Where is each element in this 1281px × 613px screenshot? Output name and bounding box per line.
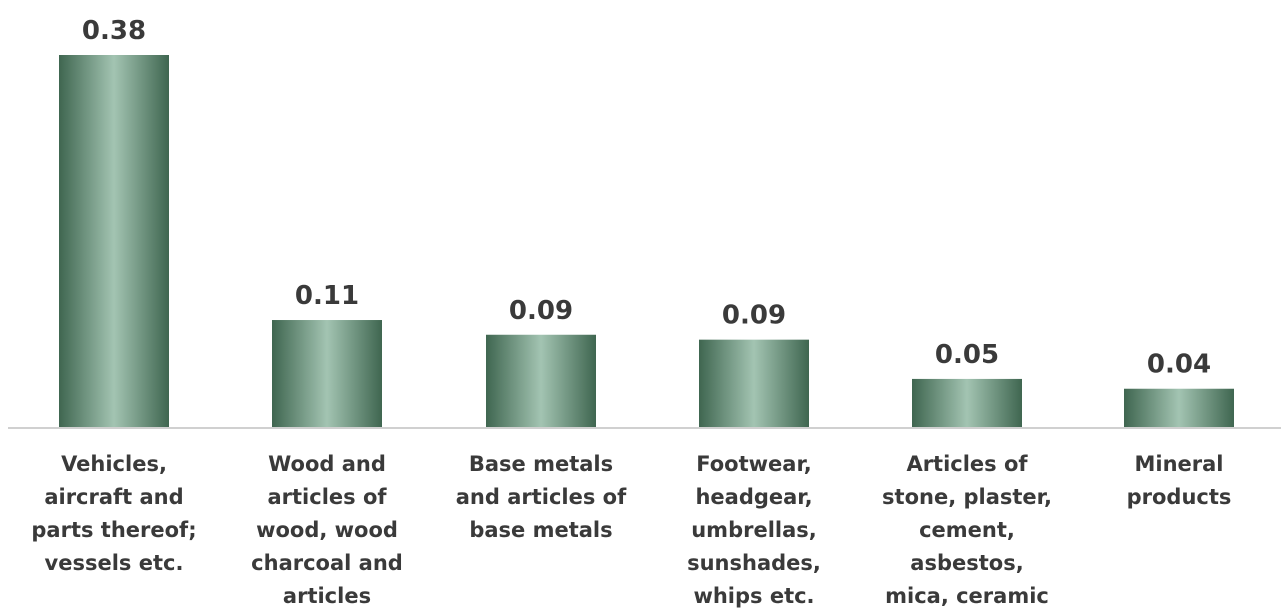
category-label-line: and articles of (455, 485, 627, 509)
category-label-line: parts thereof; (31, 518, 197, 542)
value-label-6: 0.04 (1147, 350, 1211, 380)
category-label-1: Vehicles, aircraft and parts thereof; vesse… (8, 448, 220, 580)
category-label-line: stone, plaster, (882, 485, 1052, 509)
category-label-line: Footwear, (696, 452, 812, 476)
category-label-line: articles (282, 584, 372, 608)
value-label-5: 0.05 (935, 340, 999, 370)
value-label-1: 0.38 (82, 16, 146, 46)
bars-group (59, 55, 1234, 428)
category-label-3: Base metals and articles of base metals (435, 448, 647, 547)
category-label-line: base metals (469, 518, 613, 542)
bar-6 (1124, 388, 1234, 428)
category-label-line: vessels etc. (44, 551, 184, 575)
value-label-2: 0.11 (295, 281, 359, 311)
value-labels-group: 0.38 0.11 0.09 0.09 0.05 0.04 (82, 16, 1211, 380)
category-label-line: Mineral (1134, 452, 1224, 476)
category-label-4: Footwear, headgear, umbrellas, sunshades, wh… (648, 448, 860, 613)
category-label-line: whips etc. (693, 584, 815, 608)
bar-5 (912, 378, 1022, 428)
value-label-3: 0.09 (509, 296, 573, 326)
value-label-4: 0.09 (722, 301, 786, 331)
category-label-6: Mineral products (1073, 448, 1281, 514)
bar-3 (486, 334, 596, 428)
bar-1 (59, 55, 169, 428)
category-label-line: Wood and (268, 452, 386, 476)
category-label-line: sunshades, (687, 551, 821, 575)
bar-4 (699, 339, 809, 428)
category-label-line: articles of (267, 485, 387, 509)
category-label-line: charcoal and (251, 551, 403, 575)
category-label-line: cement, (919, 518, 1015, 542)
category-label-line: Vehicles, (61, 452, 167, 476)
category-label-line: umbrellas, (691, 518, 817, 542)
category-label-line: aircraft and (44, 485, 184, 509)
category-label-line: wood, wood (256, 518, 398, 542)
category-label-5: Articles of stone, plaster, cement, asbesto… (861, 448, 1073, 613)
category-label-line: asbestos, (910, 551, 1024, 575)
category-label-2: Wood and articles of wood, wood charcoal an… (221, 448, 433, 613)
category-label-line: headgear, (695, 485, 813, 509)
category-label-line: mica, ceramic (885, 584, 1049, 608)
category-label-line: Base metals (468, 452, 614, 476)
bar-2 (272, 320, 382, 428)
category-label-line: products (1126, 485, 1232, 509)
category-label-line: Articles of (906, 452, 1028, 476)
